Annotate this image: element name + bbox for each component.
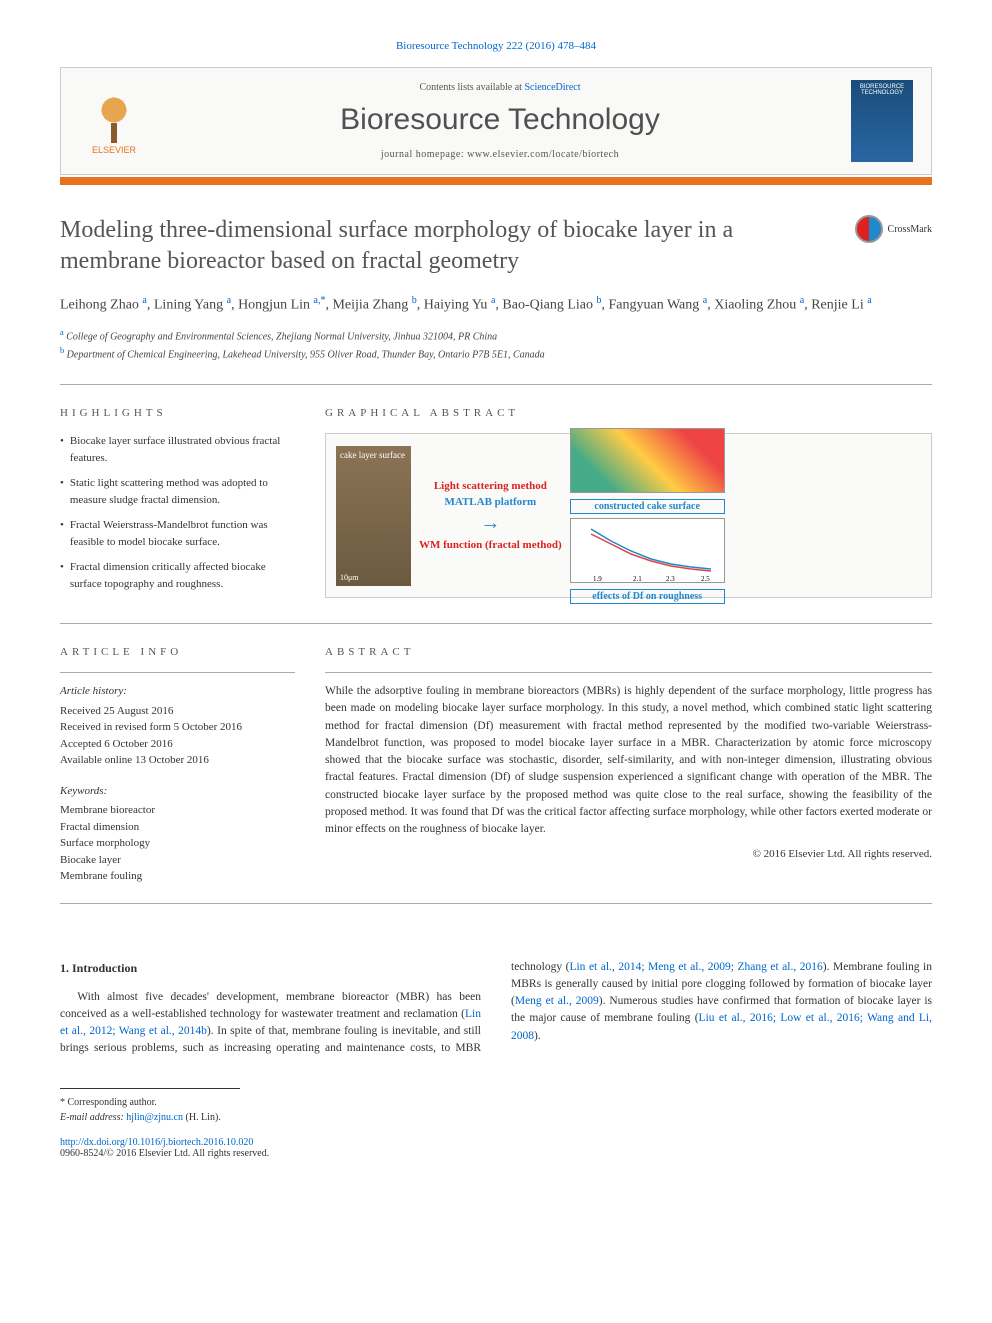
keyword-item: Surface morphology [60,835,295,852]
keywords-list: Membrane bioreactorFractal dimensionSurf… [60,802,295,885]
graphical-abstract-heading: GRAPHICAL ABSTRACT [325,407,932,419]
ga-effects-caption: effects of Df on roughness [570,589,725,604]
ga-arrow-icon: → [480,512,500,535]
orange-divider-bar [60,177,932,185]
svg-text:1.9: 1.9 [593,575,602,583]
keyword-item: Biocake layer [60,852,295,869]
doi-line: http://dx.doi.org/10.1016/j.biortech.201… [60,1137,932,1148]
keyword-item: Membrane fouling [60,868,295,885]
homepage-prefix: journal homepage: [381,149,467,160]
abstract-heading: ABSTRACT [325,646,932,658]
crossmark-icon [855,215,883,243]
article-info-heading: ARTICLE INFO [60,646,295,658]
doi-link[interactable]: http://dx.doi.org/10.1016/j.biortech.201… [60,1137,253,1148]
affiliations: a College of Geography and Environmental… [60,327,932,362]
abstract-text: While the adsorptive fouling in membrane… [325,683,932,838]
contents-prefix: Contents lists available at [419,82,524,93]
journal-header: ELSEVIER Contents lists available at Sci… [60,67,932,175]
ga-surface-3d-chart [570,428,725,493]
graphical-abstract-figure: cake layer surface 10μm Light scattering… [325,433,932,598]
keyword-item: Fractal dimension [60,819,295,836]
contents-line: Contents lists available at ScienceDirec… [149,82,851,93]
authors-line: Leihong Zhao a, Lining Yang a, Hongjun L… [60,293,932,317]
keyword-item: Membrane bioreactor [60,802,295,819]
email-line: E-mail address: hjlin@zjnu.cn (H. Lin). [60,1110,932,1125]
ga-roughness-chart: 1.9 2.1 2.3 2.5 [570,518,725,583]
intro-heading: 1. Introduction [60,959,481,977]
ga-scale-bar: 10μm [340,573,359,582]
copyright-line: © 2016 Elsevier Ltd. All rights reserved… [325,848,932,860]
ga-cake-label: cake layer surface [340,450,405,460]
cover-title: BIORESOURCE TECHNOLOGY [851,80,913,96]
ga-matlab-label: MATLAB platform [444,496,536,508]
citation-link[interactable]: Lin et al., 2014; Meng et al., 2009; Zha… [569,961,822,973]
crossmark-badge[interactable]: CrossMark [855,215,932,243]
highlight-item: Fractal dimension critically affected bi… [60,559,295,592]
corresponding-author: * Corresponding author. [60,1095,932,1110]
online-date: Available online 13 October 2016 [60,752,295,769]
svg-text:2.5: 2.5 [701,575,710,583]
issn-line: 0960-8524/© 2016 Elsevier Ltd. All right… [60,1148,932,1159]
sciencedirect-link[interactable]: ScienceDirect [524,82,580,93]
footer-notes: * Corresponding author. E-mail address: … [60,1095,932,1125]
keywords-heading: Keywords: [60,783,295,800]
elsevier-tree-icon [89,88,139,143]
svg-text:2.3: 2.3 [666,575,675,583]
affiliation-b: b Department of Chemical Engineering, La… [60,345,932,362]
journal-homepage: journal homepage: www.elsevier.com/locat… [149,149,851,160]
affiliation-a: a College of Geography and Environmental… [60,327,932,344]
received-date: Received 25 August 2016 [60,703,295,720]
highlights-heading: HIGHLIGHTS [60,407,295,419]
ga-cake-surface-image: cake layer surface 10μm [336,446,411,586]
journal-cover-thumbnail: BIORESOURCE TECHNOLOGY [851,80,913,162]
header-citation: Bioresource Technology 222 (2016) 478–48… [60,40,932,52]
ga-light-scattering-label: Light scattering method [434,480,547,492]
journal-name: Bioresource Technology [149,103,851,137]
ga-wm-label: WM function (fractal method) [419,539,562,551]
svg-text:2.1: 2.1 [633,575,642,583]
citation-link[interactable]: et al., 2014b [149,1025,207,1037]
elsevier-logo: ELSEVIER [79,81,149,161]
highlights-list: Biocake layer surface illustrated obviou… [60,433,295,592]
highlight-item: Static light scattering method was adopt… [60,475,295,508]
elsevier-text: ELSEVIER [92,145,136,155]
history-heading: Article history: [60,683,295,700]
email-link[interactable]: hjlin@zjnu.cn [126,1112,183,1123]
ga-constructed-caption: constructed cake surface [570,499,725,514]
crossmark-text: CrossMark [888,224,932,235]
article-title: Modeling three-dimensional surface morph… [60,215,835,277]
homepage-url[interactable]: www.elsevier.com/locate/biortech [467,149,619,160]
citation-link[interactable]: Meng et al., 2009 [515,995,599,1007]
accepted-date: Accepted 6 October 2016 [60,736,295,753]
highlight-item: Fractal Weierstrass-Mandelbrot function … [60,517,295,550]
highlight-item: Biocake layer surface illustrated obviou… [60,433,295,466]
revised-date: Received in revised form 5 October 2016 [60,719,295,736]
article-info-block: Article history: Received 25 August 2016… [60,683,295,885]
